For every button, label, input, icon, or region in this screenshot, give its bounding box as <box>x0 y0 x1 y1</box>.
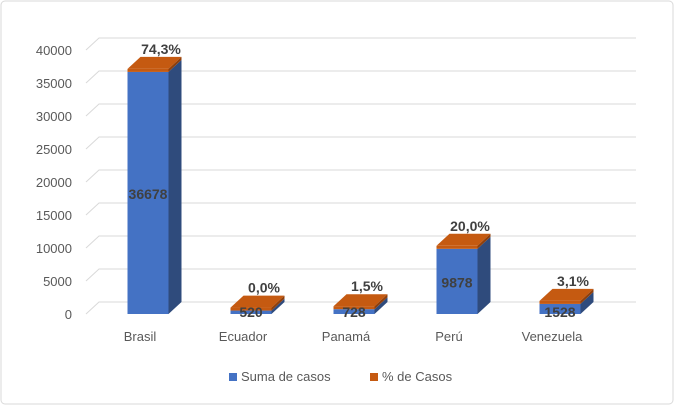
bar-pct-top <box>436 233 491 246</box>
gridline <box>85 37 636 51</box>
bar-pct-top <box>539 288 594 301</box>
bar-pct-top <box>127 56 182 69</box>
bar-pct-top <box>230 295 285 308</box>
gridline <box>85 169 636 183</box>
x-tick-label: Perú <box>435 329 462 344</box>
y-tick-label: 25000 <box>36 142 72 157</box>
bar-pct-side <box>374 294 388 310</box>
bar-suma-front <box>436 248 478 314</box>
y-tick-label: 10000 <box>36 241 72 256</box>
bar-suma-front <box>230 310 272 314</box>
data-label-pct: 74,3% <box>141 41 181 57</box>
y-tick-label: 20000 <box>36 175 72 190</box>
legend: Suma de casos % de Casos <box>229 369 453 384</box>
data-label-suma: 36678 <box>129 186 168 202</box>
gridline <box>85 103 636 117</box>
y-tick-label: 15000 <box>36 208 72 223</box>
bar-suma-front <box>539 303 581 314</box>
bar-pct-front <box>436 245 478 249</box>
bar-pct-side <box>168 56 182 72</box>
bar-suma-side <box>374 297 388 314</box>
y-tick-label: 5000 <box>43 274 72 289</box>
data-label-pct: 1,5% <box>351 278 383 294</box>
bar-suma-side <box>580 291 594 314</box>
x-tick-label: Brasil <box>124 329 157 344</box>
data-label-pct: 3,1% <box>557 273 589 289</box>
bar-pct-top <box>333 294 388 307</box>
bar-pct-front <box>127 68 169 72</box>
data-label-pct: 0,0% <box>248 280 280 296</box>
y-tick-label: 30000 <box>36 109 72 124</box>
data-label-suma: 9878 <box>441 274 472 290</box>
y-tick-label: 40000 <box>36 43 72 58</box>
data-label-suma: 728 <box>342 304 366 320</box>
data-label-suma: 1528 <box>544 304 575 320</box>
bar-pct-side <box>477 233 491 249</box>
bar-suma-side <box>477 236 491 314</box>
legend-swatch-suma <box>229 373 237 381</box>
bar-pct-side <box>580 288 594 304</box>
x-tick-label: Ecuador <box>219 329 268 344</box>
y-tick-label: 0 <box>65 307 72 322</box>
bar-pct-front <box>333 306 375 310</box>
data-label-pct: 20,0% <box>450 218 490 234</box>
bar-pct-side <box>271 295 285 311</box>
legend-label-suma: Suma de casos <box>241 369 331 384</box>
bar-suma-side <box>168 59 182 314</box>
bar-suma-front <box>127 71 169 314</box>
legend-label-pct: % de Casos <box>382 369 453 384</box>
bar-pct-front <box>539 300 581 304</box>
bar-suma-side <box>271 298 285 314</box>
bar-pct-front <box>230 307 272 311</box>
x-tick-label: Venezuela <box>522 329 583 344</box>
data-label-suma: 520 <box>239 304 263 320</box>
x-tick-label: Panamá <box>322 329 371 344</box>
y-tick-label: 35000 <box>36 76 72 91</box>
gridline <box>85 70 636 84</box>
gridline <box>85 136 636 150</box>
legend-swatch-pct <box>370 373 378 381</box>
gridline <box>85 202 636 216</box>
bar-suma-front <box>333 309 375 314</box>
